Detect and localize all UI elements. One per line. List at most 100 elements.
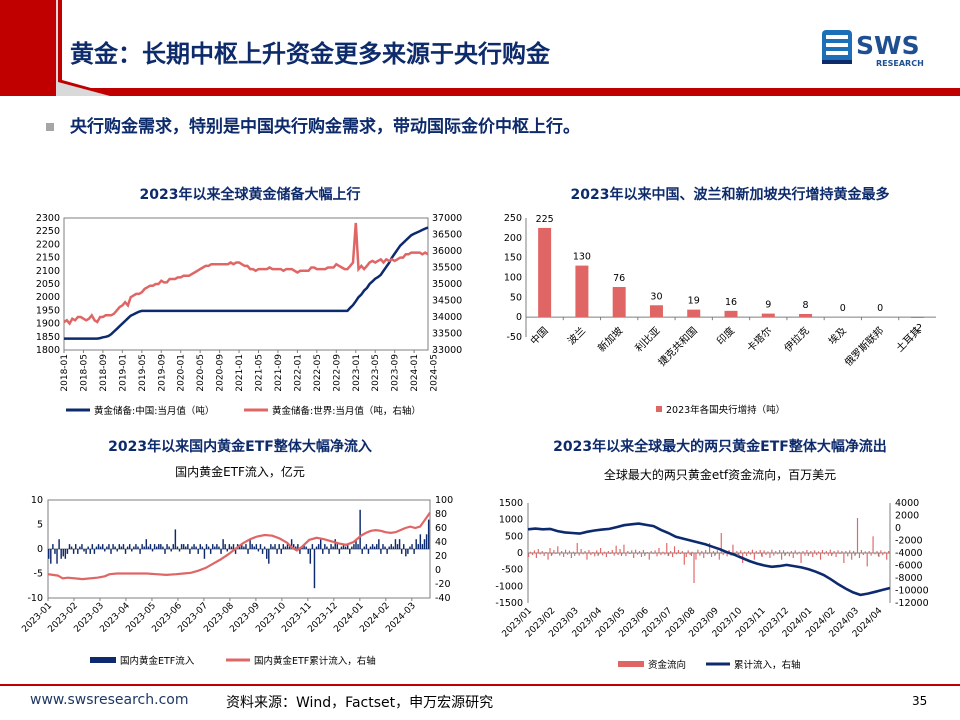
- flow-bar: [668, 553, 670, 556]
- y-right-tick-label: 36500: [432, 230, 462, 241]
- flow-bar: [561, 551, 563, 553]
- flow-bar: [328, 549, 330, 554]
- flow-bar: [263, 546, 266, 549]
- flow-bar: [697, 549, 699, 553]
- flow-bar: [685, 553, 687, 557]
- flow-bar: [683, 553, 685, 565]
- x-tick-label: 新加坡: [595, 324, 625, 354]
- x-tick-label: 波兰: [565, 324, 588, 347]
- flow-bar: [139, 549, 141, 554]
- flow-bar: [767, 551, 769, 553]
- flow-bar: [218, 546, 220, 549]
- flow-bar: [405, 549, 407, 557]
- flow-bar: [203, 549, 206, 559]
- y-right-tick-label: 40: [435, 537, 447, 548]
- flow-bar: [104, 549, 106, 552]
- flow-bar: [70, 546, 73, 549]
- flow-bar: [106, 546, 108, 549]
- y-right-tick-label: 33500: [432, 329, 462, 340]
- flow-bar: [284, 546, 287, 549]
- x-tick-label: 埃及: [826, 324, 849, 347]
- flow-bar: [58, 539, 60, 549]
- flow-bar: [313, 549, 316, 589]
- flow-bar: [664, 553, 666, 555]
- flow-bar: [417, 544, 419, 549]
- flow-bar: [642, 550, 644, 553]
- y-right-tick-label: 0: [895, 523, 901, 534]
- flow-bar: [543, 553, 545, 556]
- flow-bar: [821, 550, 824, 553]
- x-tick-label: 印度: [714, 324, 737, 347]
- flow-bar: [324, 544, 326, 549]
- flow-bar: [309, 549, 312, 564]
- flow-bar: [529, 551, 532, 553]
- cumulative-line: [527, 522, 891, 597]
- flow-bar: [340, 546, 343, 549]
- flow-bar: [666, 543, 668, 553]
- flow-bar: [537, 549, 539, 553]
- flow-bar: [699, 553, 701, 556]
- flow-bar: [268, 549, 270, 564]
- flow-bar: [860, 550, 862, 553]
- flow-bar: [673, 546, 676, 553]
- x-tick-label: 捷克共和国: [655, 324, 700, 369]
- flow-bar: [413, 549, 415, 554]
- y-tick-label: 50: [510, 292, 522, 303]
- flow-bar: [174, 529, 177, 549]
- bar-value-label: 130: [573, 252, 591, 263]
- flow-bar: [744, 551, 746, 553]
- flow-bar: [568, 550, 571, 553]
- flow-bar: [118, 544, 121, 549]
- bar: [799, 313, 813, 318]
- y-right-tick-label: 36000: [432, 246, 462, 257]
- y-tick-label: 100: [504, 273, 522, 284]
- flow-bar: [843, 553, 845, 563]
- flow-bar: [837, 550, 839, 553]
- flow-bar: [307, 549, 309, 554]
- flow-bar: [749, 553, 752, 555]
- x-tick-label: 2020-05: [196, 354, 206, 392]
- flow-bar: [695, 553, 697, 560]
- x-tick-label: 2023-09: [391, 354, 401, 392]
- flow-bar: [54, 549, 56, 554]
- flow-bar: [278, 544, 280, 549]
- flow-bar: [427, 519, 430, 549]
- flow-bar: [609, 553, 611, 554]
- flow-bar: [786, 551, 789, 553]
- flow-bar: [856, 518, 859, 553]
- x-tick-label: 2024-01: [410, 354, 420, 392]
- flow-bar: [197, 549, 199, 554]
- flow-bar: [128, 544, 131, 549]
- flow-bar: [886, 553, 888, 560]
- flow-bar: [872, 536, 874, 553]
- flow-bar: [185, 546, 187, 549]
- flow-bar: [633, 553, 635, 558]
- y-left-tick-label: 1900: [36, 319, 60, 330]
- y-right-tick-label: -2000: [895, 536, 923, 547]
- flow-bar: [180, 544, 183, 549]
- legend-label-cumulative: 国内黄金ETF累计流入，右轴: [254, 655, 376, 667]
- flow-bar: [718, 553, 720, 560]
- flow-bar: [600, 548, 602, 553]
- flow-bar: [533, 550, 536, 553]
- flow-bar: [640, 553, 643, 557]
- flow-bar: [644, 553, 646, 555]
- flow-bar: [572, 551, 574, 553]
- flow-bar: [326, 546, 328, 549]
- flow-bar: [251, 544, 253, 549]
- flow-bar: [636, 553, 639, 555]
- flow-bar: [77, 549, 79, 554]
- flow-bar: [691, 551, 693, 553]
- flow-bar: [411, 544, 413, 549]
- page-number: 35: [912, 694, 928, 708]
- flow-bar: [656, 553, 658, 557]
- plot-frame: [63, 217, 429, 351]
- flow-bar: [638, 551, 641, 553]
- flow-bar: [336, 544, 339, 549]
- flow-bar: [660, 553, 662, 555]
- x-tick-label: 2020-01: [177, 354, 187, 392]
- flow-bar: [874, 553, 876, 555]
- flow-bar: [769, 553, 771, 558]
- flow-bar: [52, 544, 54, 549]
- footer-url[interactable]: www.swsresearch.com: [30, 692, 189, 708]
